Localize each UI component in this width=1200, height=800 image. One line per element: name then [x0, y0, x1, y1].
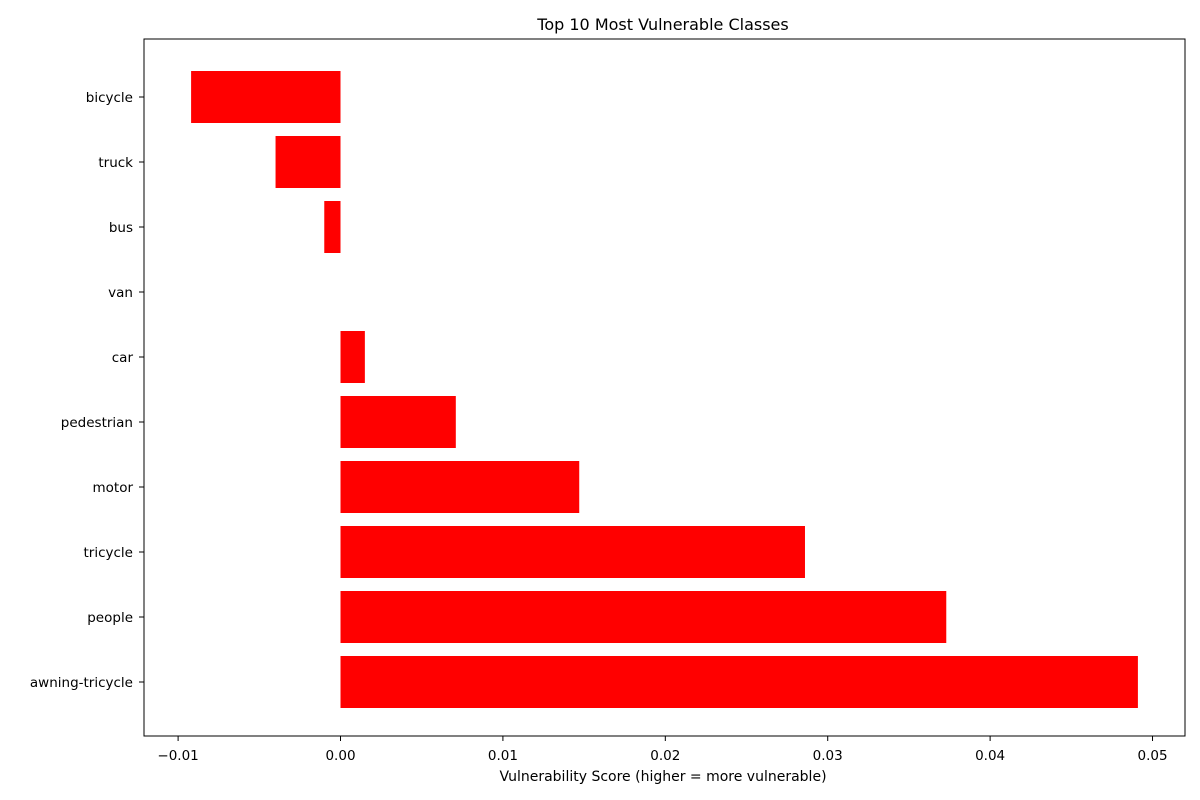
bar-bus: [324, 201, 341, 253]
y-tick-label: awning-tricycle: [30, 675, 133, 691]
bar-pedestrian: [340, 396, 456, 448]
x-tick-label: 0.02: [650, 748, 680, 764]
y-tick-label: van: [108, 285, 133, 301]
bar-motor: [340, 461, 580, 513]
y-axis: bicycle truck bus van car pedestrian motor tric…: [30, 90, 144, 691]
y-tick-label: bus: [109, 220, 133, 236]
bar-car: [340, 331, 365, 383]
y-tick-label: pedestrian: [61, 415, 133, 431]
y-tick-label: tricycle: [84, 545, 134, 561]
bar-awning-tricycle: [340, 656, 1138, 708]
x-axis-label: Vulnerability Score (higher = more vulne…: [499, 769, 826, 785]
x-tick-label: −0.01: [157, 748, 198, 764]
x-tick-label: 0.03: [813, 748, 843, 764]
x-tick-label: 0.00: [325, 748, 355, 764]
y-tick-label: people: [87, 610, 133, 626]
x-tick-label: 0.04: [975, 748, 1005, 764]
y-tick-label: car: [112, 350, 134, 366]
bars-group: [191, 71, 1138, 708]
bar-truck: [275, 136, 341, 188]
x-tick-label: 0.01: [488, 748, 518, 764]
chart-title: Top 10 Most Vulnerable Classes: [536, 15, 788, 34]
y-tick-label: truck: [98, 155, 133, 171]
bar-people: [340, 591, 947, 643]
y-tick-label: motor: [92, 480, 133, 496]
bar-tricycle: [340, 526, 805, 578]
x-axis: −0.01 0.00 0.01 0.02 0.03 0.04 0.05: [157, 736, 1168, 764]
x-tick-label: 0.05: [1137, 748, 1167, 764]
y-tick-label: bicycle: [86, 90, 133, 106]
plot-frame: [143, 38, 1186, 737]
bar-bicycle: [191, 71, 341, 123]
